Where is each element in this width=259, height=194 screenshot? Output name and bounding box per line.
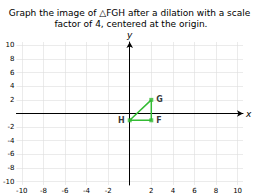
svg-text:factor of 4, centered at the o: factor of 4, centered at the origin. <box>52 19 208 29</box>
svg-text:F: F <box>156 116 161 125</box>
svg-text:-6: -6 <box>61 187 69 194</box>
svg-text:Graph the image of △FGH after: Graph the image of △FGH after a dilation… <box>9 8 251 18</box>
svg-text:6: 6 <box>192 187 197 194</box>
svg-text:-2: -2 <box>7 123 14 131</box>
svg-text:8: 8 <box>214 187 218 194</box>
svg-text:-4: -4 <box>83 187 91 194</box>
svg-text:-10: -10 <box>3 178 14 186</box>
svg-text:-8: -8 <box>40 187 47 194</box>
svg-text:x: x <box>245 109 252 119</box>
svg-text:2: 2 <box>149 187 153 194</box>
svg-text:4: 4 <box>10 82 15 90</box>
svg-text:2: 2 <box>10 96 14 104</box>
svg-text:G: G <box>156 95 163 104</box>
svg-text:6: 6 <box>10 69 15 77</box>
svg-text:H: H <box>118 116 125 125</box>
svg-text:10: 10 <box>233 187 242 194</box>
svg-text:-10: -10 <box>16 187 27 194</box>
svg-text:4: 4 <box>171 187 176 194</box>
svg-text:8: 8 <box>10 55 14 63</box>
svg-text:y: y <box>126 30 133 40</box>
svg-text:-4: -4 <box>7 137 15 145</box>
svg-text:-8: -8 <box>7 164 14 172</box>
svg-text:10: 10 <box>6 41 15 49</box>
svg-text:-6: -6 <box>7 150 15 158</box>
svg-text:-2: -2 <box>105 187 112 194</box>
